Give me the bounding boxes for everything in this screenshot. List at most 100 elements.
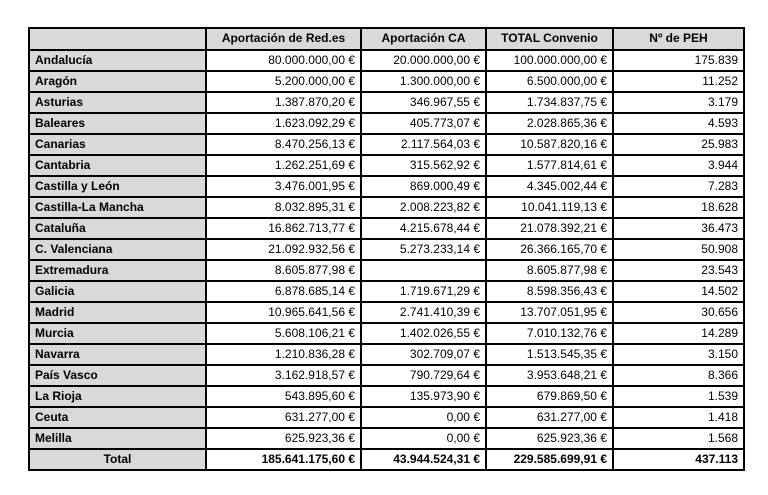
redes-cell: 80.000.000,00 € bbox=[205, 49, 362, 72]
ca-cell: 1.300.000,00 € bbox=[360, 70, 487, 93]
redes-cell: 21.092.932,56 € bbox=[205, 238, 362, 261]
total-cell: 1.577.814,61 € bbox=[485, 154, 614, 177]
table-row-la-rioja: La Rioja 543.895,60 € 135.973,90 € 679.8… bbox=[28, 385, 745, 408]
table-row-cantabria: Cantabria 1.262.251,69 € 315.562,92 € 1.… bbox=[28, 154, 745, 177]
redes-cell: 16.862.713,77 € bbox=[205, 217, 362, 240]
total-cell: 8.605.877,98 € bbox=[485, 259, 614, 282]
region-cell: Castilla y León bbox=[28, 175, 207, 198]
region-cell: Asturias bbox=[28, 91, 207, 114]
redes-cell: 631.277,00 € bbox=[205, 406, 362, 429]
region-cell: Baleares bbox=[28, 112, 207, 135]
peh-cell: 30.656 bbox=[612, 301, 745, 324]
ca-cell: 2.741.410,39 € bbox=[360, 301, 487, 324]
table-row-castilla-y-leon: Castilla y León 3.476.001,95 € 869.000,4… bbox=[28, 175, 745, 198]
table-row-murcia: Murcia 5.608.106,21 € 1.402.026,55 € 7.0… bbox=[28, 322, 745, 345]
region-cell: Ceuta bbox=[28, 406, 207, 429]
ca-cell: 4.215.678,44 € bbox=[360, 217, 487, 240]
total-cell: 3.953.648,21 € bbox=[485, 364, 614, 387]
total-cell: 13.707.051,95 € bbox=[485, 301, 614, 324]
table-row-andalucia: Andalucía 80.000.000,00 € 20.000.000,00 … bbox=[28, 49, 745, 72]
region-cell: País Vasco bbox=[28, 364, 207, 387]
ca-cell bbox=[360, 259, 487, 282]
header-aportacion-redes: Aportación de Red.es bbox=[205, 27, 362, 51]
region-cell: Cantabria bbox=[28, 154, 207, 177]
peh-cell: 1.418 bbox=[612, 406, 745, 429]
total-redes-cell: 185.641.175,60 € bbox=[205, 448, 362, 471]
table-row-cataluna: Cataluña 16.862.713,77 € 4.215.678,44 € … bbox=[28, 217, 745, 240]
peh-cell: 25.983 bbox=[612, 133, 745, 156]
ca-cell: 20.000.000,00 € bbox=[360, 49, 487, 72]
total-cell: 7.010.132,76 € bbox=[485, 322, 614, 345]
peh-cell: 14.289 bbox=[612, 322, 745, 345]
ca-cell: 0,00 € bbox=[360, 427, 487, 450]
ca-cell: 302.709,07 € bbox=[360, 343, 487, 366]
total-row: Total 185.641.175,60 € 43.944.524,31 € 2… bbox=[28, 448, 745, 471]
total-cell: 6.500.000,00 € bbox=[485, 70, 614, 93]
ca-cell: 869.000,49 € bbox=[360, 175, 487, 198]
region-cell: Murcia bbox=[28, 322, 207, 345]
redes-cell: 8.032.895,31 € bbox=[205, 196, 362, 219]
region-cell: Madrid bbox=[28, 301, 207, 324]
peh-cell: 3.150 bbox=[612, 343, 745, 366]
redes-cell: 1.210.836,28 € bbox=[205, 343, 362, 366]
peh-cell: 3.179 bbox=[612, 91, 745, 114]
redes-cell: 3.162.918,57 € bbox=[205, 364, 362, 387]
peh-cell: 3.944 bbox=[612, 154, 745, 177]
table-row-asturias: Asturias 1.387.870,20 € 346.967,55 € 1.7… bbox=[28, 91, 745, 114]
region-cell: Cataluña bbox=[28, 217, 207, 240]
total-peh-cell: 437.113 bbox=[612, 448, 745, 471]
region-cell: La Rioja bbox=[28, 385, 207, 408]
redes-cell: 5.608.106,21 € bbox=[205, 322, 362, 345]
region-cell: Canarias bbox=[28, 133, 207, 156]
header-row: Aportación de Red.es Aportación CA TOTAL… bbox=[28, 27, 745, 51]
redes-cell: 5.200.000,00 € bbox=[205, 70, 362, 93]
total-cell: 8.598.356,43 € bbox=[485, 280, 614, 303]
redes-cell: 10.965.641,56 € bbox=[205, 301, 362, 324]
peh-cell: 7.283 bbox=[612, 175, 745, 198]
redes-cell: 543.895,60 € bbox=[205, 385, 362, 408]
peh-cell: 23.543 bbox=[612, 259, 745, 282]
table-row-melilla: Melilla 625.923,36 € 0,00 € 625.923,36 €… bbox=[28, 427, 745, 450]
table-row-baleares: Baleares 1.623.092,29 € 405.773,07 € 2.0… bbox=[28, 112, 745, 135]
table-row-navarra: Navarra 1.210.836,28 € 302.709,07 € 1.51… bbox=[28, 343, 745, 366]
funding-table-container: Aportación de Red.es Aportación CA TOTAL… bbox=[28, 27, 745, 471]
table-row-c-valenciana: C. Valenciana 21.092.932,56 € 5.273.233,… bbox=[28, 238, 745, 261]
table-row-pais-vasco: País Vasco 3.162.918,57 € 790.729,64 € 3… bbox=[28, 364, 745, 387]
total-cell: 10.587.820,16 € bbox=[485, 133, 614, 156]
header-aportacion-ca: Aportación CA bbox=[360, 27, 487, 51]
table-row-extremadura: Extremadura 8.605.877,98 € 8.605.877,98 … bbox=[28, 259, 745, 282]
ca-cell: 346.967,55 € bbox=[360, 91, 487, 114]
ca-cell: 2.008.223,82 € bbox=[360, 196, 487, 219]
total-cell: 100.000.000,00 € bbox=[485, 49, 614, 72]
total-cell: 21.078.392,21 € bbox=[485, 217, 614, 240]
redes-cell: 8.470.256,13 € bbox=[205, 133, 362, 156]
total-cell: 10.041.119,13 € bbox=[485, 196, 614, 219]
table-row-canarias: Canarias 8.470.256,13 € 2.117.564,03 € 1… bbox=[28, 133, 745, 156]
redes-cell: 6.878.685,14 € bbox=[205, 280, 362, 303]
header-num-peh: Nº de PEH bbox=[612, 27, 745, 51]
ca-cell: 790.729,64 € bbox=[360, 364, 487, 387]
header-region bbox=[28, 27, 207, 51]
peh-cell: 11.252 bbox=[612, 70, 745, 93]
peh-cell: 1.568 bbox=[612, 427, 745, 450]
total-cell: 2.028.865,36 € bbox=[485, 112, 614, 135]
region-cell: Melilla bbox=[28, 427, 207, 450]
region-cell: Galicia bbox=[28, 280, 207, 303]
total-cell: 625.923,36 € bbox=[485, 427, 614, 450]
total-cell: 1.734.837,75 € bbox=[485, 91, 614, 114]
ca-cell: 405.773,07 € bbox=[360, 112, 487, 135]
region-cell: Andalucía bbox=[28, 49, 207, 72]
region-cell: C. Valenciana bbox=[28, 238, 207, 261]
peh-cell: 50.908 bbox=[612, 238, 745, 261]
peh-cell: 18.628 bbox=[612, 196, 745, 219]
table-row-madrid: Madrid 10.965.641,56 € 2.741.410,39 € 13… bbox=[28, 301, 745, 324]
funding-table: Aportación de Red.es Aportación CA TOTAL… bbox=[28, 27, 745, 471]
table-row-galicia: Galicia 6.878.685,14 € 1.719.671,29 € 8.… bbox=[28, 280, 745, 303]
ca-cell: 135.973,90 € bbox=[360, 385, 487, 408]
total-cell: 4.345.002,44 € bbox=[485, 175, 614, 198]
region-cell: Aragón bbox=[28, 70, 207, 93]
total-cell: 26.366.165,70 € bbox=[485, 238, 614, 261]
ca-cell: 1.402.026,55 € bbox=[360, 322, 487, 345]
ca-cell: 2.117.564,03 € bbox=[360, 133, 487, 156]
total-cell: 1.513.545,35 € bbox=[485, 343, 614, 366]
